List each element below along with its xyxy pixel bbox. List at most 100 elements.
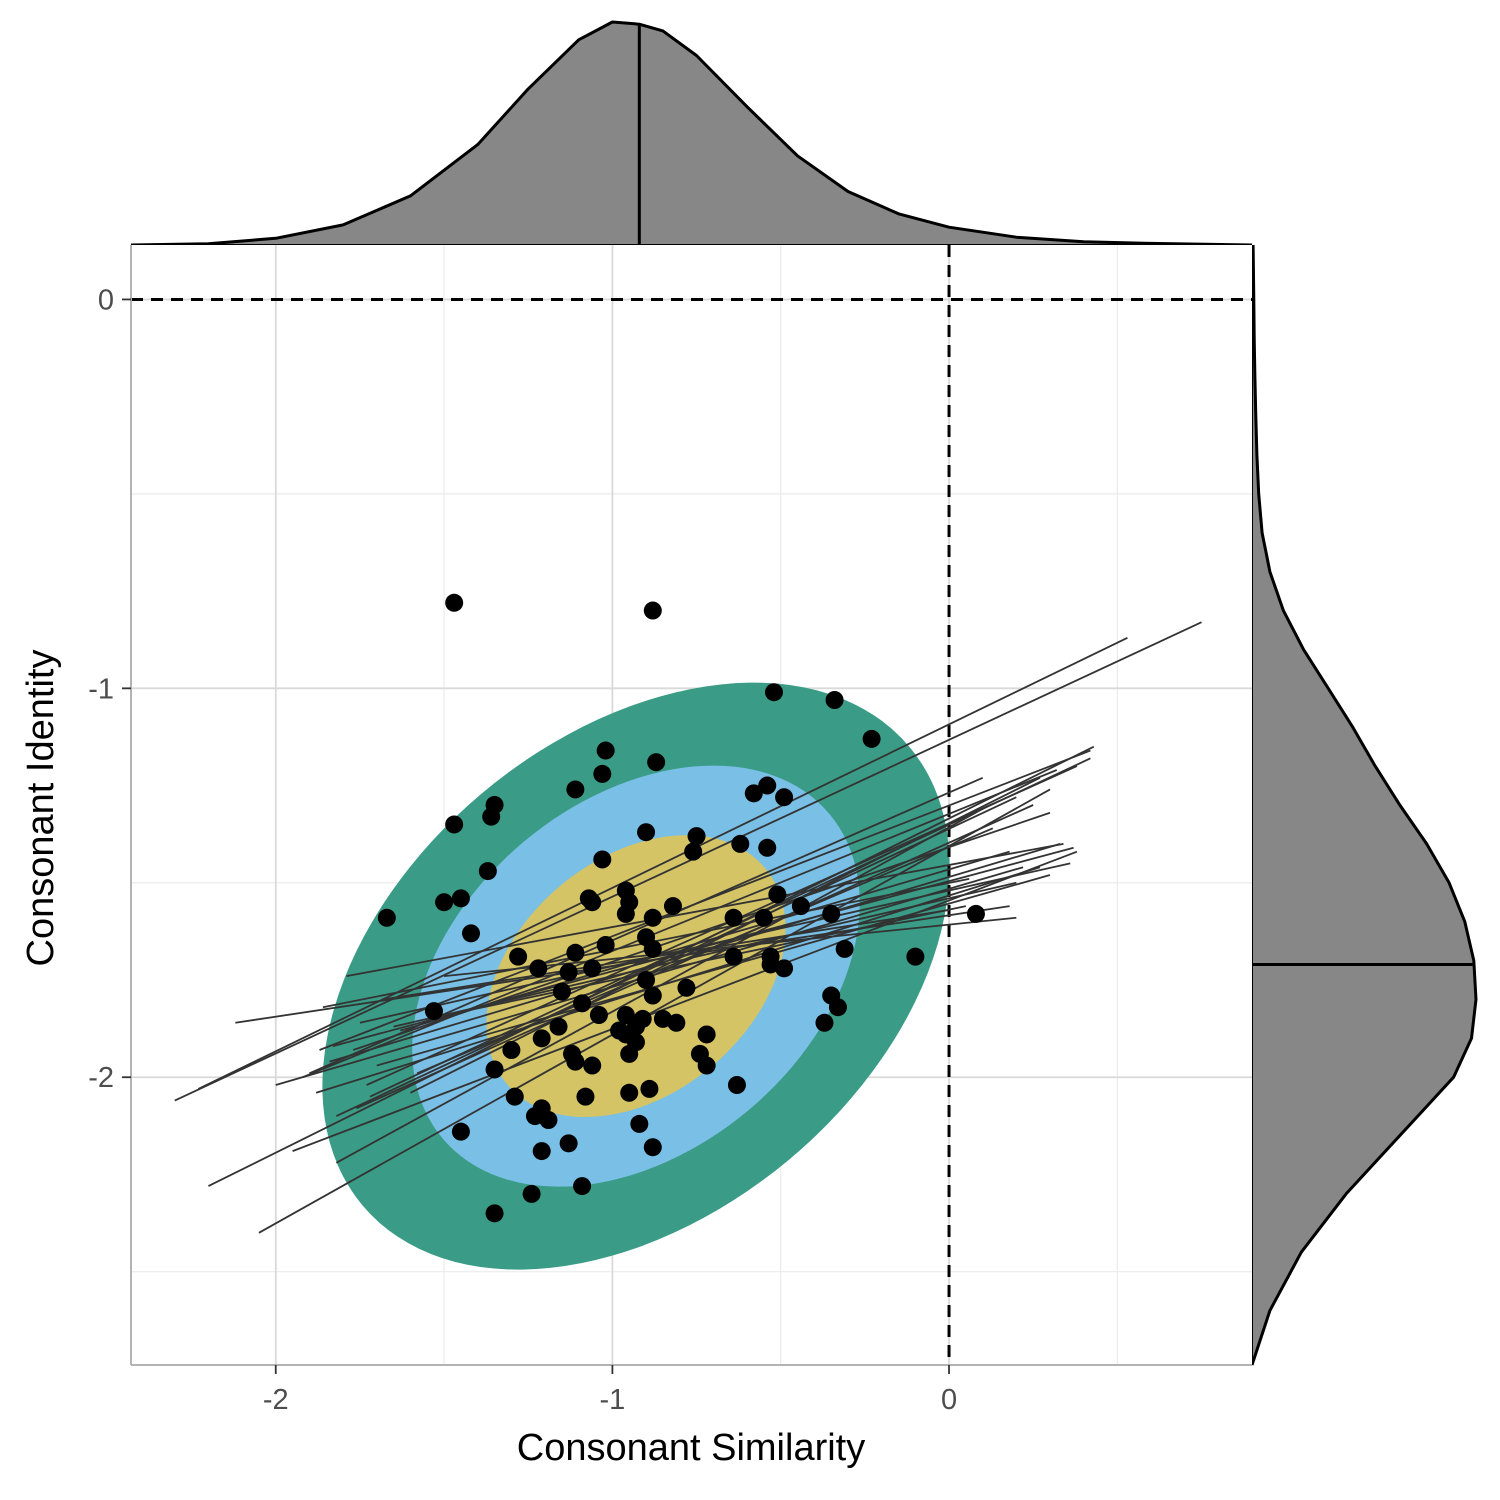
regression-line <box>292 850 1078 1152</box>
data-point <box>758 838 777 857</box>
regression-line <box>376 874 1051 1067</box>
data-point <box>828 998 847 1017</box>
x-tick-label: -2 <box>263 1384 289 1416</box>
data-point <box>724 947 743 966</box>
data-point <box>478 862 497 881</box>
regression-line <box>416 827 994 1075</box>
data-point <box>566 1052 585 1071</box>
regression-line <box>174 621 1202 1102</box>
data-point <box>616 904 635 923</box>
data-point <box>522 1184 541 1203</box>
data-point <box>549 1017 568 1036</box>
data-point <box>775 959 794 978</box>
data-point <box>687 827 706 846</box>
data-point <box>616 1006 635 1024</box>
data-point <box>643 986 662 1005</box>
data-point <box>583 959 602 978</box>
data-point <box>697 1056 716 1075</box>
data-point <box>744 784 763 803</box>
data-point <box>815 1013 834 1032</box>
data-point <box>424 1002 443 1021</box>
right-marginal-density <box>1250 244 1478 1366</box>
data-point <box>643 1138 662 1157</box>
data-point <box>643 601 662 620</box>
regression-line <box>427 905 967 1020</box>
data-point <box>525 1107 544 1126</box>
data-point <box>566 780 585 799</box>
data-points <box>377 593 985 1223</box>
data-point <box>791 897 810 916</box>
data-point <box>593 850 612 869</box>
regression-line <box>335 796 1017 1117</box>
data-point <box>596 936 615 954</box>
right-density-area <box>1252 245 1476 1365</box>
data-point <box>620 1083 639 1102</box>
regression-line <box>359 862 1071 1024</box>
data-point <box>637 971 656 989</box>
data-point <box>576 1087 595 1106</box>
y-tick-label: 0 <box>98 284 114 316</box>
data-point <box>377 908 396 927</box>
data-point <box>559 1134 578 1153</box>
data-point <box>731 834 750 853</box>
regression-line <box>400 850 1010 1032</box>
regression-lines <box>174 621 1202 1234</box>
data-point <box>559 963 578 982</box>
data-point <box>502 1041 521 1059</box>
data-point <box>435 893 454 912</box>
data-point <box>906 947 925 966</box>
x-tick-label: -1 <box>599 1384 625 1416</box>
data-point <box>583 893 602 912</box>
data-point <box>835 939 854 958</box>
data-point <box>637 823 656 842</box>
axes <box>122 245 1252 1374</box>
data-point <box>589 1006 608 1024</box>
x-axis-title: Consonant Similarity <box>517 1427 865 1469</box>
data-point <box>505 1087 524 1106</box>
right-density-outline <box>1250 244 1478 1366</box>
data-point <box>566 943 585 962</box>
top-marginal-density <box>130 20 1253 247</box>
data-point <box>573 994 592 1013</box>
data-point <box>724 908 743 927</box>
data-point <box>663 897 682 916</box>
data-point <box>583 1056 602 1075</box>
data-point <box>445 815 464 834</box>
regression-line <box>383 909 950 1001</box>
top-density-area <box>131 22 1252 245</box>
data-point <box>754 908 773 927</box>
top-density-outline <box>130 20 1253 247</box>
y-tick-label: -1 <box>88 673 114 705</box>
data-point <box>667 1013 686 1032</box>
data-point <box>966 904 985 923</box>
data-point <box>825 691 844 709</box>
data-point <box>620 1044 639 1063</box>
data-point <box>451 1122 470 1141</box>
data-point <box>677 978 696 997</box>
data-point <box>445 593 464 612</box>
data-point <box>573 1177 592 1196</box>
regression-line <box>302 769 1058 1079</box>
data-point <box>640 1079 659 1098</box>
data-point <box>529 959 548 978</box>
data-point <box>775 788 794 807</box>
data-point <box>643 939 662 958</box>
regression-line <box>258 788 1051 1234</box>
data-point <box>532 1142 551 1161</box>
data-point <box>552 982 571 1001</box>
data-point <box>532 1029 551 1048</box>
data-point <box>647 753 666 772</box>
data-point <box>482 807 501 826</box>
y-tick-label: -2 <box>88 1062 114 1094</box>
data-point <box>485 1204 504 1223</box>
data-point <box>451 889 470 908</box>
data-point <box>462 924 481 943</box>
data-point <box>596 741 615 760</box>
data-point <box>822 904 841 923</box>
regression-line <box>369 757 1091 1098</box>
data-point <box>630 1114 649 1133</box>
regression-line <box>329 843 1061 1063</box>
y-axis-title: Consonant Identity <box>20 650 62 967</box>
data-point <box>727 1076 746 1094</box>
